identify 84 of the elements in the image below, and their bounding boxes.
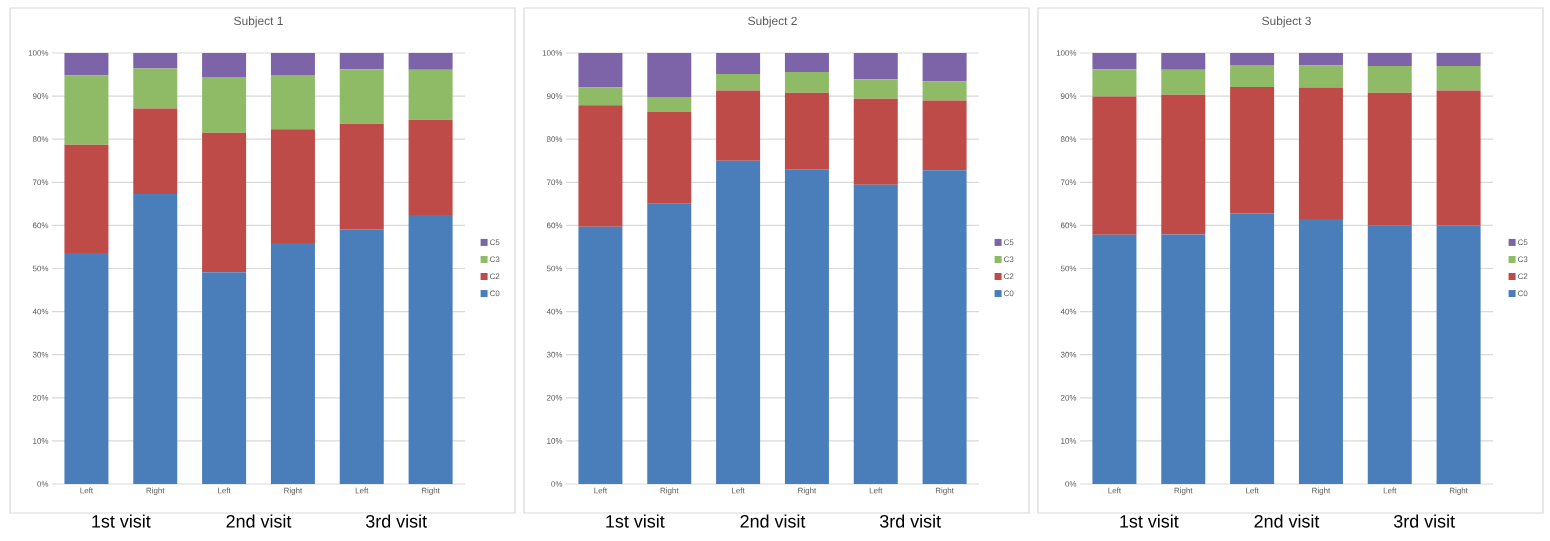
chart-title: Subject 3 (1262, 16, 1311, 28)
bar (578, 52, 623, 88)
bar (270, 243, 315, 484)
bar (716, 74, 761, 91)
bar (133, 193, 178, 484)
bar (922, 100, 967, 171)
bar (1230, 65, 1275, 88)
text: 2nd visit (226, 514, 292, 528)
bar (853, 98, 898, 185)
text: 1st visit (1120, 514, 1179, 528)
text: 1st visit (92, 514, 151, 528)
bar (1161, 234, 1206, 484)
bar (64, 75, 109, 145)
bar (784, 92, 829, 170)
bar (1161, 69, 1206, 95)
bar (1298, 218, 1343, 484)
bar (853, 79, 898, 99)
bar (647, 96, 692, 113)
bar (784, 169, 829, 484)
text: 2nd visit (740, 514, 806, 528)
bar (578, 226, 623, 484)
bar (202, 52, 247, 78)
bar (1092, 69, 1137, 97)
bar (1367, 65, 1412, 93)
bar (1092, 234, 1137, 484)
bar (922, 52, 967, 82)
bar (408, 119, 453, 216)
text: 2nd visit (1254, 514, 1320, 528)
bar (1436, 52, 1481, 66)
bar (133, 68, 178, 109)
text: 3rd visit (365, 514, 427, 528)
bar (1367, 225, 1412, 484)
text: 3rd visit (879, 514, 941, 528)
bar (64, 252, 109, 484)
bar (1092, 52, 1137, 70)
bar (1230, 213, 1275, 484)
bar (853, 52, 898, 80)
bar (1436, 65, 1481, 91)
bar (1161, 94, 1206, 235)
bar (1230, 52, 1275, 66)
bar (339, 69, 384, 124)
bar (647, 52, 692, 97)
bar (339, 123, 384, 230)
text: 1st visit (606, 514, 665, 528)
bar (647, 203, 692, 484)
bar (408, 215, 453, 484)
bar (202, 77, 247, 133)
bar (202, 132, 247, 273)
chart-title: Subject 1 (234, 16, 283, 28)
bar (408, 69, 453, 120)
bar (1230, 87, 1275, 214)
bar (716, 160, 761, 484)
bar (1161, 52, 1206, 70)
bar (716, 52, 761, 75)
bar (922, 81, 967, 101)
bar (578, 105, 623, 227)
bar (1367, 52, 1412, 66)
bar (1298, 65, 1343, 88)
bar (270, 52, 315, 75)
bar (133, 52, 178, 69)
bar (270, 129, 315, 244)
bar (339, 229, 384, 484)
bar (853, 184, 898, 484)
bar (1298, 52, 1343, 66)
bar (339, 52, 384, 70)
bar (1436, 225, 1481, 484)
bar (133, 108, 178, 194)
chart-title: Subject 2 (748, 16, 797, 28)
bar (1092, 96, 1137, 235)
bar (270, 74, 315, 130)
bar (408, 52, 453, 70)
bar (1436, 90, 1481, 226)
bar (1298, 87, 1343, 219)
bar (647, 112, 692, 204)
bar (64, 144, 109, 253)
bar (784, 52, 829, 72)
bar (1367, 92, 1412, 226)
bar (64, 52, 109, 76)
bar (784, 71, 829, 93)
bar (578, 87, 623, 106)
bar (202, 272, 247, 484)
bar (922, 170, 967, 484)
text: 3rd visit (1393, 514, 1455, 528)
bar (716, 90, 761, 161)
